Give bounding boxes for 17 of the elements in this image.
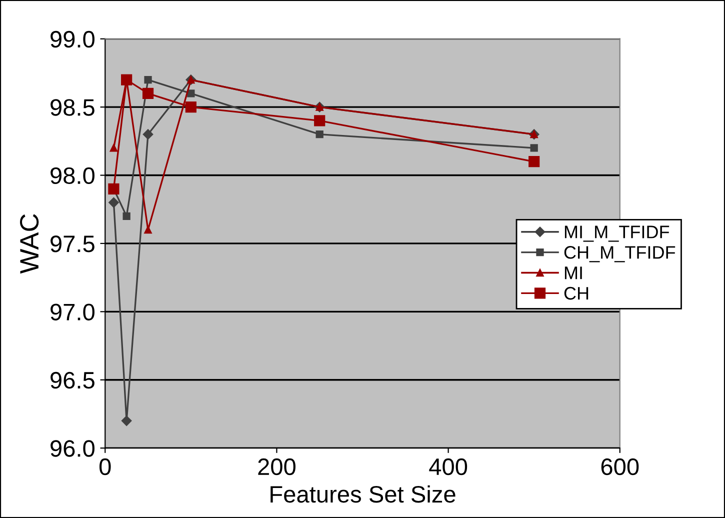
y-tick-label: 97.0 <box>50 304 94 320</box>
x-tick-label: 200 <box>258 458 296 476</box>
y-tick-label: 96.5 <box>50 372 94 389</box>
y-tick-label: 98.5 <box>50 99 94 116</box>
y-tick-label: 96.0 <box>50 440 94 457</box>
legend-label: CH_M_TFIDF <box>564 246 676 262</box>
legend-label: CH <box>564 286 588 300</box>
y-tick-label: 98.0 <box>50 167 94 184</box>
legend-label: MI_M_TFIDF <box>564 226 670 242</box>
x-tick-label: 0 <box>99 458 111 476</box>
y-axis-title: WAC <box>20 214 39 274</box>
y-tick-label: 97.5 <box>50 236 94 252</box>
x-axis-title: Features Set Size <box>270 485 456 503</box>
x-tick-label: 400 <box>429 458 468 476</box>
legend-label: MI <box>564 266 582 280</box>
y-tick-label: 99.0 <box>50 30 94 48</box>
x-tick-label: 600 <box>601 458 639 476</box>
